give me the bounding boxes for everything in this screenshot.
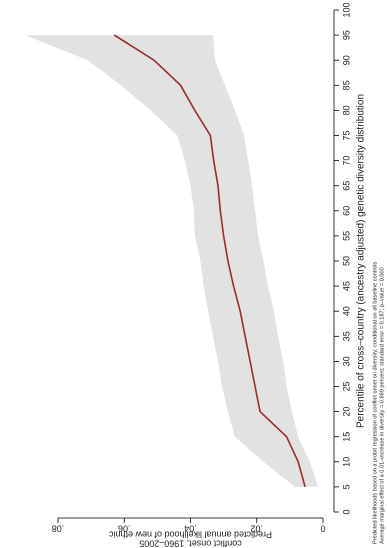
x-tick-label: 60 — [341, 206, 351, 216]
x-tick-label: 100 — [341, 2, 351, 17]
x-tick-label: 75 — [341, 130, 351, 140]
x-axis-title: Percentile of cross–country (ancestry ad… — [356, 94, 367, 428]
y-axis-title: conflict onset, 1960–2005 — [139, 539, 242, 548]
y-axis-title: Predicted annual likelihood of new ethni… — [108, 530, 272, 540]
x-tick-label: 50 — [341, 256, 351, 266]
y-tick-label: 0 — [320, 524, 325, 534]
x-tick-label: 80 — [341, 105, 351, 115]
x-tick-label: 0 — [341, 509, 351, 514]
y-tick-label: .04 — [184, 524, 197, 534]
rotated-plot: 0 5 10 15 20 25 30 35 40 45 50 55 60 65 70 75 80 85 90 95 10… — [24, 2, 385, 548]
x-tick-label: 25 — [341, 381, 351, 391]
x-tick-label: 40 — [341, 306, 351, 316]
x-tick-label: 15 — [341, 432, 351, 442]
y-tick-label: .02 — [250, 524, 263, 534]
x-tick-label: 20 — [341, 407, 351, 417]
x-tick-label: 10 — [341, 457, 351, 467]
y-tick-label: .06 — [118, 524, 131, 534]
x-tick-label: 5 — [341, 484, 351, 489]
x-tick-label: 90 — [341, 55, 351, 65]
x-tick-label: 70 — [341, 156, 351, 166]
x-tick-label: 45 — [341, 281, 351, 291]
x-tick-label: 85 — [341, 80, 351, 90]
x-tick-label: 65 — [341, 181, 351, 191]
x-tick-label: 55 — [341, 231, 351, 241]
note: Predicted likelihoods based on a probit … — [372, 261, 378, 544]
note: Average marginal effect of a 0.01–increa… — [379, 267, 385, 544]
x-tick-label: 35 — [341, 331, 351, 341]
x-tick-label: 30 — [341, 356, 351, 366]
prediction-line — [113, 34, 306, 488]
x-tick-label: 95 — [341, 30, 351, 40]
y-tick-label: .08 — [52, 524, 65, 534]
confidence-band — [24, 35, 319, 487]
